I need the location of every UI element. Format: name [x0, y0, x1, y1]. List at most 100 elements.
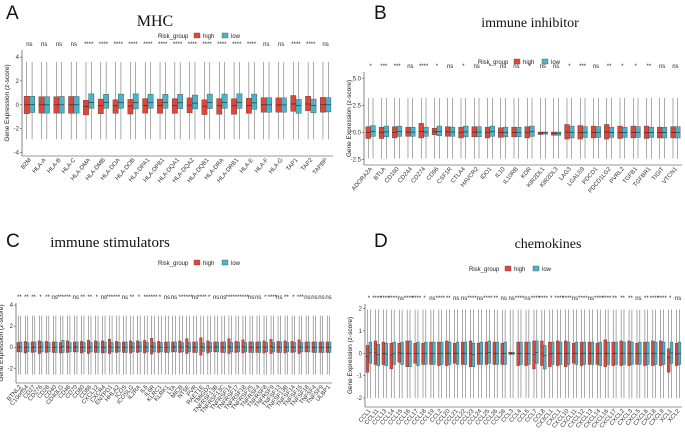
category-group: **** TAP2: [300, 42, 317, 173]
significance-label: ****: [99, 42, 109, 48]
box-high: [127, 99, 134, 115]
significance-label: ****: [240, 295, 250, 301]
significance-label: ns: [572, 296, 578, 302]
box-low: [487, 340, 491, 364]
significance-label: ****: [247, 42, 257, 48]
significance-label: ns: [56, 42, 62, 48]
significance-label: **: [179, 295, 184, 301]
legend-label-high: high: [203, 34, 214, 40]
significance-label: *: [462, 64, 465, 70]
box-high: [157, 98, 163, 114]
box-high: [199, 337, 203, 356]
box-high: [231, 98, 237, 115]
chart-title: MHC: [137, 13, 173, 30]
significance-label: **: [45, 295, 50, 301]
significance-label: ns: [675, 296, 681, 302]
y-tick-label: -4: [14, 150, 20, 156]
significance-label: ****: [202, 42, 212, 48]
legend-title: Risk_group: [469, 267, 500, 273]
significance-label: *: [96, 295, 99, 301]
significance-label: ****: [217, 42, 227, 48]
significance-label: ns: [192, 295, 198, 301]
x-tick-label: B2M: [20, 157, 33, 170]
significance-label: *: [621, 64, 624, 70]
category-group: ***CD160: [384, 64, 403, 185]
significance-label: ns: [322, 42, 328, 48]
significance-label: ****: [419, 64, 429, 70]
y-axis-label: Gene Expression (z-score): [346, 80, 353, 157]
y-tick-label: 0: [16, 103, 20, 109]
significance-label: ****: [467, 296, 477, 302]
y-tick-label: 2: [10, 324, 14, 330]
significance-label: ****: [232, 42, 242, 48]
y-tick-label: 0: [359, 351, 363, 357]
significance-label: ns: [540, 64, 546, 70]
significance-label: ****: [84, 42, 94, 48]
y-tick-label: -2.5: [351, 158, 362, 164]
significance-label: **: [80, 295, 85, 301]
significance-label: ns: [122, 295, 128, 301]
significance-label: ns: [659, 64, 665, 70]
panel-label: B: [374, 3, 387, 24]
significance-label: **: [620, 296, 625, 302]
significance-label: ****: [658, 296, 668, 302]
legend-title: Risk_group: [158, 261, 189, 267]
legend-swatch-low: [221, 32, 229, 39]
significance-label: ***: [297, 295, 305, 301]
significance-label: ns: [26, 42, 32, 48]
box-high: [201, 99, 208, 115]
significance-label: **: [115, 295, 120, 301]
significance-label: *: [138, 295, 141, 301]
significance-label: ****: [539, 296, 549, 302]
box-low: [376, 344, 380, 366]
significance-label: ****: [158, 42, 168, 48]
significance-label: *: [550, 296, 553, 302]
x-tick-label: VTCN1: [662, 166, 680, 185]
significance-label: ns: [311, 295, 317, 301]
significance-label: ****: [388, 296, 398, 302]
significance-label: ns: [508, 296, 514, 302]
significance-label: **: [87, 295, 92, 301]
x-tick-label: TAP2: [300, 157, 314, 173]
box-low: [236, 93, 243, 109]
significance-label: ****: [57, 295, 67, 301]
significance-label: *: [368, 296, 371, 302]
significance-label: *: [489, 64, 492, 70]
significance-label: ****: [183, 295, 193, 301]
significance-label: *: [159, 295, 162, 301]
box-low: [463, 125, 469, 138]
x-tick-label: HLA-G: [268, 157, 285, 175]
y-tick-label: 5.0: [353, 76, 362, 82]
significance-label: ****: [188, 42, 198, 48]
box-high: [108, 339, 112, 354]
box-high: [445, 126, 451, 137]
box-low: [535, 340, 539, 364]
significance-label: *: [208, 295, 211, 301]
significance-label: ***: [380, 64, 388, 70]
significance-label: ns: [325, 295, 331, 301]
significance-label: **: [644, 296, 649, 302]
significance-label: ****: [173, 42, 183, 48]
category-group: *KDR: [520, 64, 535, 180]
box-low: [295, 99, 302, 114]
y-tick-label: -2: [14, 127, 20, 133]
significance-label: ****: [106, 295, 116, 301]
y-tick-label: -2: [8, 366, 14, 372]
box-high: [389, 342, 393, 370]
significance-label: ns: [248, 295, 254, 301]
box-low: [449, 126, 456, 137]
legend-swatch-low: [532, 265, 540, 272]
significance-label: *: [423, 296, 426, 302]
box-low: [423, 126, 429, 137]
significance-label: **: [628, 296, 633, 302]
box-low: [529, 125, 535, 137]
y-tick-label: 1: [359, 329, 363, 335]
legend-label-low: low: [231, 34, 241, 40]
significance-label: **: [24, 295, 29, 301]
